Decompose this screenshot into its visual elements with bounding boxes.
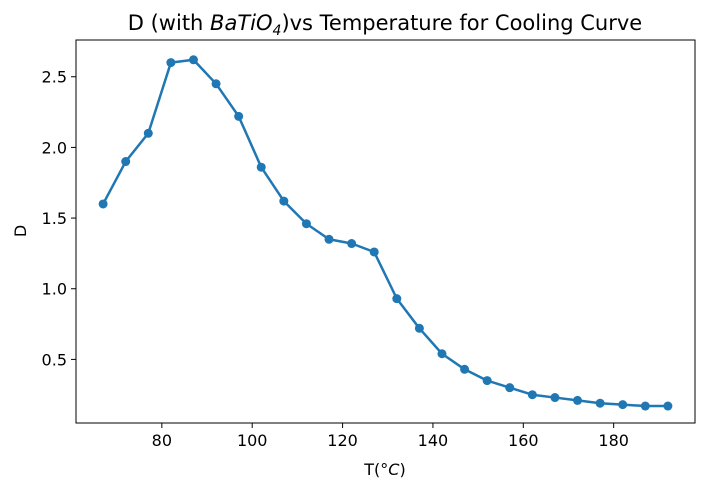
data-point (437, 349, 447, 359)
data-point (166, 58, 176, 68)
data-point (98, 199, 108, 209)
data-point (301, 219, 311, 229)
title-formula: BaTiO (210, 11, 272, 35)
data-point (505, 383, 515, 393)
x-axis: 80 100 120 140 160 180 (152, 423, 629, 450)
x-axis-label-unit: C (388, 460, 400, 479)
data-point (460, 364, 470, 374)
x-tick-label: 160 (508, 431, 539, 450)
x-tick-label: 180 (598, 431, 629, 450)
y-tick-label: 2.5 (42, 68, 67, 87)
data-point (573, 395, 583, 405)
x-axis-label-suffix: ) (399, 460, 405, 479)
title-suffix: )vs Temperature for Cooling Curve (281, 11, 642, 35)
x-tick-label: 100 (237, 431, 268, 450)
chart-title: D (with BaTiO4)vs Temperature for Coolin… (128, 11, 642, 39)
title-prefix: D (with (128, 11, 210, 35)
data-point (211, 79, 221, 89)
y-tick-label: 1.0 (42, 280, 67, 299)
y-tick-label: 0.5 (42, 350, 67, 369)
data-point (188, 55, 198, 65)
data-point (663, 401, 673, 411)
y-axis-label: D (11, 225, 30, 237)
data-point (234, 111, 244, 121)
x-tick-label: 120 (327, 431, 358, 450)
data-point (618, 400, 628, 410)
data-point (550, 393, 560, 403)
data-point (279, 196, 289, 206)
data-point (595, 398, 605, 408)
title-subscript: 4 (273, 23, 282, 39)
data-point (324, 234, 334, 244)
x-axis-label: T(°C) (363, 460, 405, 479)
x-tick-label: 80 (152, 431, 172, 450)
data-point (347, 239, 357, 249)
axes-frame (75, 39, 696, 424)
data-point (640, 401, 650, 411)
data-point (482, 376, 492, 386)
data-point (256, 162, 266, 172)
data-point (143, 128, 153, 138)
x-axis-label-prefix: T(° (363, 460, 388, 479)
y-tick-label: 2.0 (42, 138, 67, 157)
y-tick-label: 1.5 (42, 209, 67, 228)
x-tick-label: 140 (418, 431, 449, 450)
data-point (121, 157, 131, 167)
data-point (369, 247, 379, 257)
data-point (527, 390, 537, 400)
plot-area (98, 55, 673, 411)
data-point (392, 294, 402, 304)
y-axis: 0.5 1.0 1.5 2.0 2.5 (42, 68, 76, 369)
data-point (414, 323, 424, 333)
